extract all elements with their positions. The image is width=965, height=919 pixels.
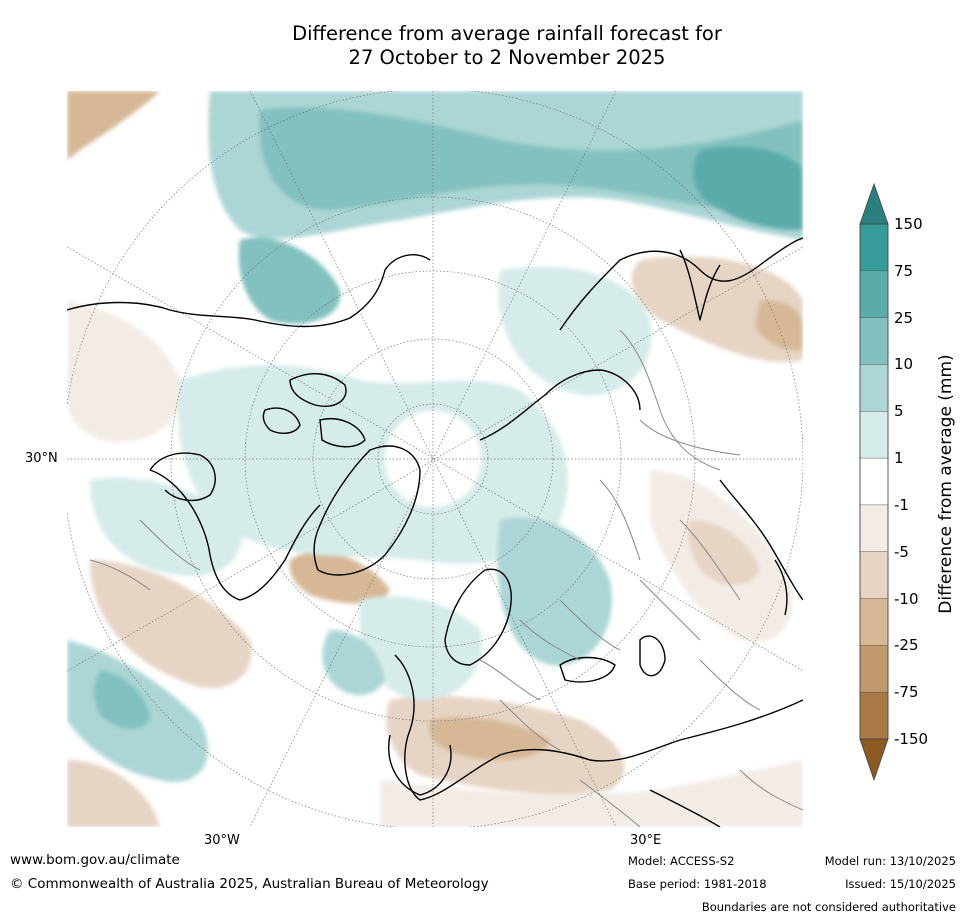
anomaly-dry-asia xyxy=(631,256,803,362)
colorbar-bottom-arrow xyxy=(859,738,889,782)
colorbar-swatch xyxy=(859,411,889,459)
anomaly-dry-sw xyxy=(67,760,160,827)
anomaly-dry-atlantic xyxy=(90,560,252,688)
coast-iberia xyxy=(388,734,452,796)
coast-kamchatka xyxy=(679,249,721,321)
anomaly-wet-canada xyxy=(90,477,242,576)
coast-russia-arctic xyxy=(479,369,641,441)
title-line-2: 27 October to 2 November 2025 xyxy=(348,46,666,69)
lat-30n-label: 30°N xyxy=(25,451,58,466)
anomaly-dry-asia-core xyxy=(755,300,803,351)
anomaly-wet-europe xyxy=(359,596,482,700)
colorbar-swatch xyxy=(859,504,889,553)
colorbar-tick-label: -5 xyxy=(894,542,909,561)
colorbar-tick-label: -1 xyxy=(894,495,909,514)
colorbar-tick-label: 10 xyxy=(894,355,914,374)
coast-scandinavia xyxy=(444,568,512,666)
coast-greenland xyxy=(313,445,421,576)
colorbar-tick-label: -10 xyxy=(894,589,919,608)
footer-model-run: Model run: 13/10/2025 xyxy=(824,854,956,868)
colorbar-tick-label: 75 xyxy=(894,261,914,280)
colorbar-swatch xyxy=(859,270,889,319)
anomaly-wet-north-sea xyxy=(322,630,385,695)
anomaly-dry-west xyxy=(67,300,182,442)
coast-east-asia xyxy=(719,479,803,601)
footer-model: Model: ACCESS-S2 xyxy=(628,854,735,868)
coast-hudson-bay xyxy=(149,452,216,502)
coastlines xyxy=(67,237,803,827)
coast-canada xyxy=(149,469,321,601)
footer-disclaimer: Boundaries are not considered authoritat… xyxy=(701,900,956,914)
footer-website[interactable]: www.bom.gov.au/climate xyxy=(10,852,180,868)
colorbar xyxy=(859,182,889,782)
colorbar-tick-label: 150 xyxy=(894,215,923,233)
coast-europe xyxy=(394,654,803,801)
colorbar-swatches xyxy=(859,223,889,740)
coast-alaska xyxy=(67,254,431,328)
anomaly-dry-africa xyxy=(380,760,803,827)
anomaly-dry-greenland-south xyxy=(289,551,390,604)
coast-arctic-islands xyxy=(289,373,347,407)
coast-siberia xyxy=(559,237,803,331)
colorbar-swatch xyxy=(859,223,889,272)
footer-copyright: © Commonwealth of Australia 2025, Austra… xyxy=(10,876,489,892)
anomaly-wet-pacific-band xyxy=(259,107,803,220)
colorbar-top-arrow xyxy=(859,182,889,225)
colorbar-title: Difference from average (mm) xyxy=(936,354,956,614)
colorbar-swatch xyxy=(859,457,889,506)
colorbar-tick-label: 1 xyxy=(894,449,904,468)
colorbar-swatch xyxy=(859,645,889,693)
anomaly-wet-pacific-core xyxy=(693,146,803,231)
lon-30e-label: 30°E xyxy=(630,833,662,848)
map-area xyxy=(67,91,803,827)
anomaly-wet-arctic xyxy=(178,365,568,564)
anomaly-wet-russia xyxy=(497,517,612,666)
colorbar-outline xyxy=(859,223,889,740)
coast-japan xyxy=(774,559,788,616)
chart-title: Difference from average rainfall forecas… xyxy=(0,22,965,70)
anomaly-dry-nw-corner xyxy=(67,91,160,160)
colorbar-swatch xyxy=(859,551,889,600)
footer-base-period: Base period: 1981-2018 xyxy=(628,877,767,891)
colorbar-swatch xyxy=(859,317,889,366)
colorbar-tick-label: 25 xyxy=(894,308,914,327)
anomaly-fill xyxy=(67,91,803,827)
graticule xyxy=(67,91,803,827)
colorbar-swatch xyxy=(859,364,889,413)
lon-30w-label: 30°W xyxy=(204,833,240,848)
anomaly-dry-med-core xyxy=(428,717,550,760)
colorbar-tick-label: -25 xyxy=(894,636,919,655)
anomaly-wet-atlantic-core xyxy=(94,670,150,730)
colorbar-swatch xyxy=(859,691,889,740)
country-borders xyxy=(89,329,803,827)
anomaly-wet-siberia xyxy=(498,266,652,396)
title-line-1: Difference from average rainfall forecas… xyxy=(292,22,722,45)
footer-issued: Issued: 15/10/2025 xyxy=(845,877,956,891)
colorbar-swatch xyxy=(859,598,889,647)
coast-caspian xyxy=(639,635,666,677)
colorbar-tick-label: -150 xyxy=(894,730,929,748)
colorbar-tick-label: -75 xyxy=(894,683,919,702)
colorbar-tick-label: 5 xyxy=(894,402,904,421)
anomaly-dry-east-asia xyxy=(688,520,760,585)
coast-arabia xyxy=(649,789,721,827)
